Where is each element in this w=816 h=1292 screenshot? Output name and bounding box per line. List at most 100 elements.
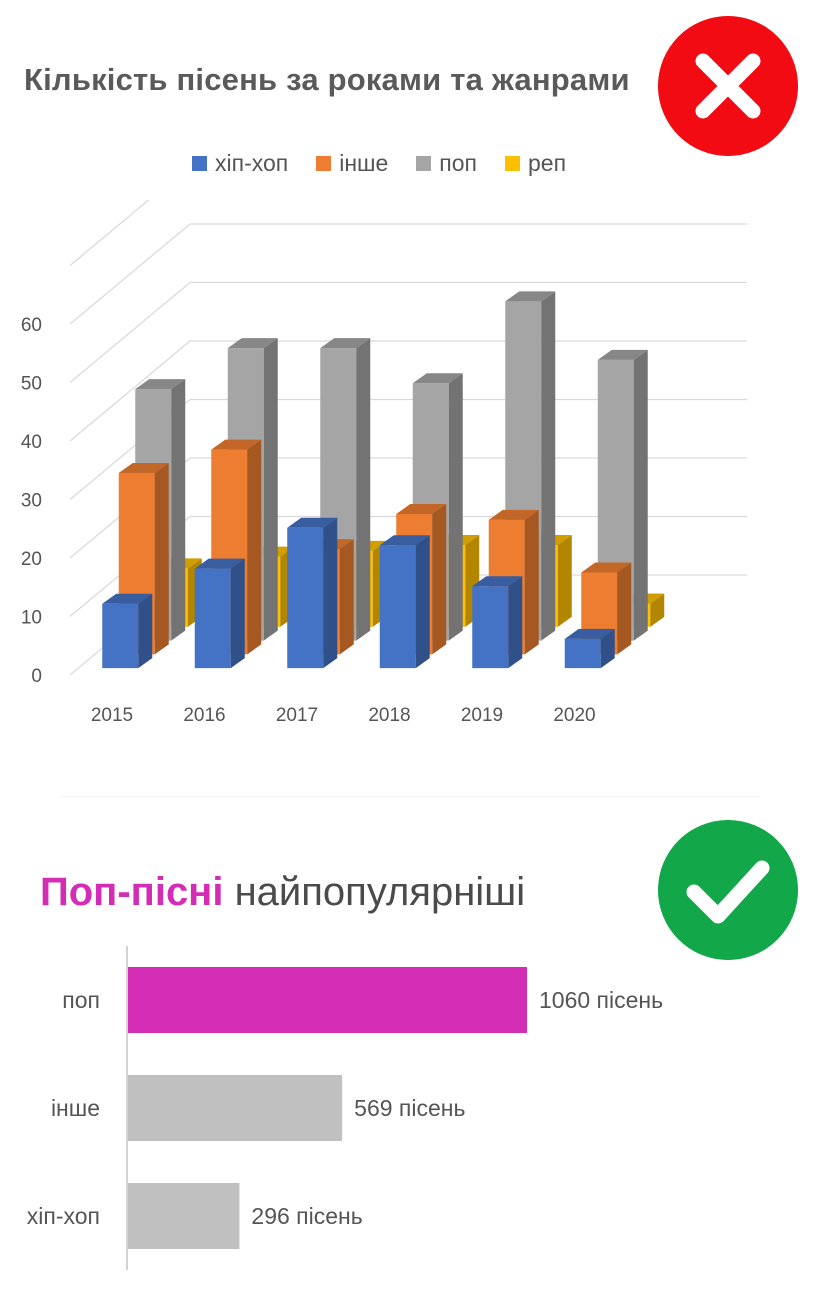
legend-item-hiphop: хіп-хоп: [192, 150, 288, 177]
bar-front: [102, 603, 139, 669]
legend-label: інше: [339, 150, 389, 176]
chart-bars: [102, 291, 665, 669]
legend-swatch: [416, 156, 432, 171]
legend-label: хіп-хоп: [215, 150, 289, 176]
bar-top: [320, 338, 371, 349]
chart-legend: хіп-хоп інше поп реп: [192, 150, 566, 177]
title-rest: найпопулярніші: [223, 870, 526, 914]
cross-mark-icon: [658, 16, 798, 156]
bar-side: [323, 517, 338, 669]
bar-side: [154, 463, 169, 655]
bar-top: [581, 562, 632, 573]
bar-side: [557, 534, 572, 627]
x-tick-label: 2017: [276, 705, 318, 726]
bar-top: [211, 439, 262, 450]
bar-side: [415, 535, 430, 669]
legend-swatch: [316, 156, 332, 171]
bar-side: [263, 338, 278, 641]
value-label: 1060 пісень: [539, 987, 663, 1013]
gridline-side: [69, 340, 191, 442]
bar-top: [379, 535, 430, 546]
bar-front: [564, 638, 601, 669]
bar-top: [488, 509, 539, 520]
bar-top: [118, 463, 169, 474]
value-label: 296 пісень: [251, 1203, 362, 1229]
bar-front: [472, 586, 509, 669]
bar-side: [617, 562, 632, 655]
bar-side: [448, 373, 463, 641]
x-tick-label: 2015: [91, 705, 133, 726]
y-tick-label: 20: [21, 549, 42, 570]
bar: [379, 535, 430, 669]
check-mark-icon: [658, 820, 798, 960]
bar-side: [230, 558, 245, 669]
series-0-bars: [102, 517, 615, 669]
bar-side: [138, 593, 153, 669]
bar-side: [356, 338, 371, 641]
column-chart-3d: 0 10 20 30 40 50 60 2015 2016 2017 2018 2019 2020: [21, 200, 747, 726]
y-tick-label: 60: [21, 315, 42, 336]
bar: [287, 517, 338, 669]
y-tick-label: 10: [21, 608, 42, 629]
bar-side: [524, 509, 539, 655]
chart-gridlines: [69, 200, 747, 676]
x-tick-label: 2018: [368, 705, 410, 726]
bar-front: [194, 568, 231, 669]
legend-swatch: [504, 156, 520, 171]
bar: [472, 576, 523, 669]
y-axis-ticks: 0 10 20 30 40 50 60: [21, 315, 42, 687]
gridline-side: [69, 200, 150, 266]
bar-side: [600, 628, 615, 669]
x-tick-label: 2019: [461, 705, 503, 726]
category-label: інше: [51, 1095, 100, 1121]
bar-side: [247, 439, 262, 655]
bar-top: [505, 291, 556, 302]
value-label: 569 пісень: [354, 1095, 465, 1121]
bar-side: [508, 576, 523, 669]
bar: [564, 628, 615, 669]
legend-label: реп: [527, 150, 567, 176]
bar-side: [633, 349, 648, 641]
legend-item-rap: реп: [504, 150, 567, 177]
bar-2: [128, 1183, 240, 1249]
category-label: хіп-хоп: [27, 1203, 100, 1229]
horizontal-bar-chart: поп 1060 пісень інше 569 пісень хіп-хоп 296 п…: [27, 946, 663, 1270]
y-tick-label: 50: [21, 374, 42, 395]
legend-swatch: [192, 156, 207, 171]
bar-top: [412, 373, 463, 384]
bar-top: [564, 628, 615, 639]
legend-label: поп: [439, 150, 477, 176]
bar-top: [227, 338, 278, 349]
bar-top: [396, 503, 447, 514]
bar-top: [135, 379, 186, 390]
bar-top: [102, 593, 153, 604]
legend-item-pop: поп: [416, 150, 477, 177]
bar-chart-title: Поп-пісні найпопулярніші: [40, 870, 525, 915]
bar-side: [339, 539, 354, 655]
y-tick-label: 40: [21, 432, 42, 453]
bar-top: [472, 576, 523, 587]
hbar-bars: поп 1060 пісень інше 569 пісень хіп-хоп 296 п…: [27, 967, 663, 1249]
title-highlight: Поп-пісні: [40, 870, 224, 914]
x-tick-label: 2020: [553, 705, 595, 726]
legend-item-other: інше: [316, 150, 388, 177]
bar-top: [597, 349, 648, 360]
chart-title: Кількість пісень за роками та жанрами: [24, 62, 630, 97]
y-tick-label: 0: [31, 666, 42, 687]
category-label: поп: [62, 987, 100, 1013]
bar-front: [287, 527, 324, 669]
bar-0: [128, 967, 527, 1033]
section-divider: [60, 796, 760, 797]
bar: [102, 593, 153, 669]
bar-1: [128, 1075, 343, 1141]
gridline-side: [69, 223, 191, 325]
gridline-side: [69, 282, 191, 383]
bar-top: [194, 558, 245, 569]
bar: [194, 558, 245, 669]
bar-side: [650, 593, 665, 627]
x-tick-label: 2016: [183, 705, 225, 726]
x-axis-ticks: 2015 2016 2017 2018 2019 2020: [91, 705, 596, 726]
bar-side: [541, 291, 556, 641]
y-tick-label: 30: [21, 491, 42, 512]
bar-side: [432, 503, 447, 655]
